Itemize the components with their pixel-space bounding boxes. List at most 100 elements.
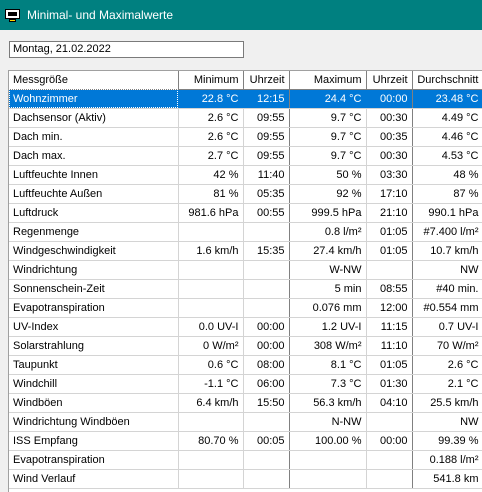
table-row[interactable]: Wohnzimmer 22.8 °C 12:15 24.4 °C 00:00 23.48 … <box>9 89 482 109</box>
cell-minimum: 2.7 °C <box>178 146 244 166</box>
date-field[interactable]: Montag, 21.02.2022 <box>9 41 244 58</box>
cell-uhrzeit-max: 00:00 <box>366 431 413 451</box>
cell-messgroesse: Sonnenschein-Zeit <box>9 279 179 299</box>
cell-messgroesse: Windrichtung Windböen <box>9 412 179 432</box>
table-row[interactable]: UV-Index 0.0 UV-I 00:00 1.2 UV-I 11:15 0.7 UV… <box>9 317 482 337</box>
table-row[interactable]: Windchill -1.1 °C 06:00 7.3 °C 01:30 2.1 °C <box>9 374 482 394</box>
column-header-minimum[interactable]: Minimum <box>178 71 244 90</box>
cell-messgroesse: Luftfeuchte Außen <box>9 184 179 204</box>
cell-minimum <box>178 469 244 489</box>
cell-durchschnitt: 70 W/m² <box>412 336 482 356</box>
cell-messgroesse: UV-Index <box>9 317 179 337</box>
table-row[interactable]: Wind Verlauf 541.8 km <box>9 469 482 489</box>
cell-uhrzeit-min: 09:55 <box>243 127 290 147</box>
cell-uhrzeit-max: 00:35 <box>366 127 413 147</box>
cell-durchschnitt: 48 % <box>412 165 482 185</box>
table-row[interactable]: Dach min. 2.6 °C 09:55 9.7 °C 00:35 4.46 °C <box>9 127 482 147</box>
cell-durchschnitt: 4.49 °C <box>412 108 482 128</box>
table-row[interactable]: Windböen 6.4 km/h 15:50 56.3 km/h 04:10 25.5 … <box>9 393 482 413</box>
values-grid[interactable]: Messgröße Minimum Uhrzeit Maximum Uhrzei… <box>8 70 482 492</box>
cell-durchschnitt: 2.6 °C <box>412 355 482 375</box>
cell-maximum: 9.7 °C <box>289 108 367 128</box>
cell-maximum: 27.4 km/h <box>289 241 367 261</box>
cell-uhrzeit-max: 03:30 <box>366 165 413 185</box>
cell-minimum: 981.6 hPa <box>178 203 244 223</box>
table-row[interactable]: Luftdruck 981.6 hPa 00:55 999.5 hPa 21:10 990… <box>9 203 482 223</box>
cell-minimum: 0.6 °C <box>178 355 244 375</box>
column-header-messgroesse[interactable]: Messgröße <box>9 71 179 90</box>
column-header-maximum[interactable]: Maximum <box>289 71 367 90</box>
table-row[interactable]: ISS Empfang 80.70 % 00:05 100.00 % 00:00 99.3… <box>9 431 482 451</box>
cell-maximum: W-NW <box>289 260 367 280</box>
cell-durchschnitt: 99.39 % <box>412 431 482 451</box>
cell-maximum: 92 % <box>289 184 367 204</box>
table-row[interactable]: Regenmenge 0.8 l/m² 01:05 #7.400 l/m² <box>9 222 482 242</box>
cell-messgroesse: Windgeschwindigkeit <box>9 241 179 261</box>
app-icon <box>5 8 20 22</box>
table-row[interactable]: Evapotranspiration 0.076 mm 12:00 #0.554 mm <box>9 298 482 318</box>
cell-uhrzeit-max: 01:30 <box>366 374 413 394</box>
cell-uhrzeit-max: 04:10 <box>366 393 413 413</box>
cell-minimum <box>178 260 244 280</box>
cell-uhrzeit-max: 00:00 <box>366 89 413 109</box>
cell-uhrzeit-min: 09:55 <box>243 108 290 128</box>
table-row[interactable]: Evapotranspiration 0.188 l/m² <box>9 450 482 470</box>
cell-uhrzeit-max: 21:10 <box>366 203 413 223</box>
cell-uhrzeit-min: 15:35 <box>243 241 290 261</box>
table-row[interactable]: Sonnenschein-Zeit 5 min 08:55 #40 min. <box>9 279 482 299</box>
cell-maximum: 56.3 km/h <box>289 393 367 413</box>
cell-messgroesse: Wind Verlauf <box>9 469 179 489</box>
cell-durchschnitt: 23.48 °C <box>412 89 482 109</box>
cell-minimum: 2.6 °C <box>178 108 244 128</box>
cell-uhrzeit-min: 00:00 <box>243 317 290 337</box>
cell-durchschnitt: 25.5 km/h <box>412 393 482 413</box>
table-row[interactable]: Solarstrahlung 0 W/m² 00:00 308 W/m² 11:10 70… <box>9 336 482 356</box>
table-row[interactable]: Dach max. 2.7 °C 09:55 9.7 °C 00:30 4.53 °C <box>9 146 482 166</box>
cell-messgroesse: Regenmenge <box>9 222 179 242</box>
cell-uhrzeit-min <box>243 412 290 432</box>
cell-messgroesse: Evapotranspiration <box>9 298 179 318</box>
column-header-uhrzeit-max[interactable]: Uhrzeit <box>366 71 413 90</box>
cell-uhrzeit-max <box>366 412 413 432</box>
cell-uhrzeit-max: 00:30 <box>366 146 413 166</box>
cell-uhrzeit-max: 11:10 <box>366 336 413 356</box>
cell-maximum <box>289 450 367 470</box>
cell-uhrzeit-min <box>243 222 290 242</box>
cell-minimum: -1.1 °C <box>178 374 244 394</box>
cell-messgroesse: Dach min. <box>9 127 179 147</box>
table-row[interactable]: Taupunkt 0.6 °C 08:00 8.1 °C 01:05 2.6 °C <box>9 355 482 375</box>
cell-messgroesse: Solarstrahlung <box>9 336 179 356</box>
cell-maximum: 7.3 °C <box>289 374 367 394</box>
cell-maximum: N-NW <box>289 412 367 432</box>
cell-uhrzeit-max: 01:05 <box>366 241 413 261</box>
cell-minimum <box>178 412 244 432</box>
cell-durchschnitt: #7.400 l/m² <box>412 222 482 242</box>
column-header-uhrzeit-min[interactable]: Uhrzeit <box>243 71 290 90</box>
cell-uhrzeit-min <box>243 279 290 299</box>
cell-messgroesse: Windchill <box>9 374 179 394</box>
cell-minimum: 1.6 km/h <box>178 241 244 261</box>
table-row[interactable]: Luftfeuchte Innen 42 % 11:40 50 % 03:30 48 % <box>9 165 482 185</box>
cell-messgroesse: Evapotranspiration <box>9 450 179 470</box>
table-row[interactable]: Windgeschwindigkeit 1.6 km/h 15:35 27.4 km/… <box>9 241 482 261</box>
cell-durchschnitt: 4.46 °C <box>412 127 482 147</box>
cell-durchschnitt: 2.1 °C <box>412 374 482 394</box>
table-row[interactable]: Windrichtung Windböen N-NW NW <box>9 412 482 432</box>
column-header-durchschnitt[interactable]: Durchschnitt <box>412 71 482 90</box>
table-row[interactable]: Dachsensor (Aktiv) 2.6 °C 09:55 9.7 °C 00:30… <box>9 108 482 128</box>
cell-minimum: 0 W/m² <box>178 336 244 356</box>
cell-uhrzeit-min: 09:55 <box>243 146 290 166</box>
cell-minimum <box>178 279 244 299</box>
table-row[interactable]: Luftfeuchte Außen 81 % 05:35 92 % 17:10 87 % <box>9 184 482 204</box>
cell-minimum: 81 % <box>178 184 244 204</box>
table-row[interactable]: Windrichtung W-NW NW <box>9 260 482 280</box>
cell-maximum: 24.4 °C <box>289 89 367 109</box>
values-table: Messgröße Minimum Uhrzeit Maximum Uhrzei… <box>9 71 482 489</box>
cell-uhrzeit-max: 11:15 <box>366 317 413 337</box>
cell-uhrzeit-max: 12:00 <box>366 298 413 318</box>
cell-uhrzeit-max <box>366 469 413 489</box>
cell-uhrzeit-min: 00:55 <box>243 203 290 223</box>
cell-uhrzeit-min <box>243 450 290 470</box>
window-title: Minimal- und Maximalwerte <box>27 8 174 22</box>
cell-minimum: 6.4 km/h <box>178 393 244 413</box>
